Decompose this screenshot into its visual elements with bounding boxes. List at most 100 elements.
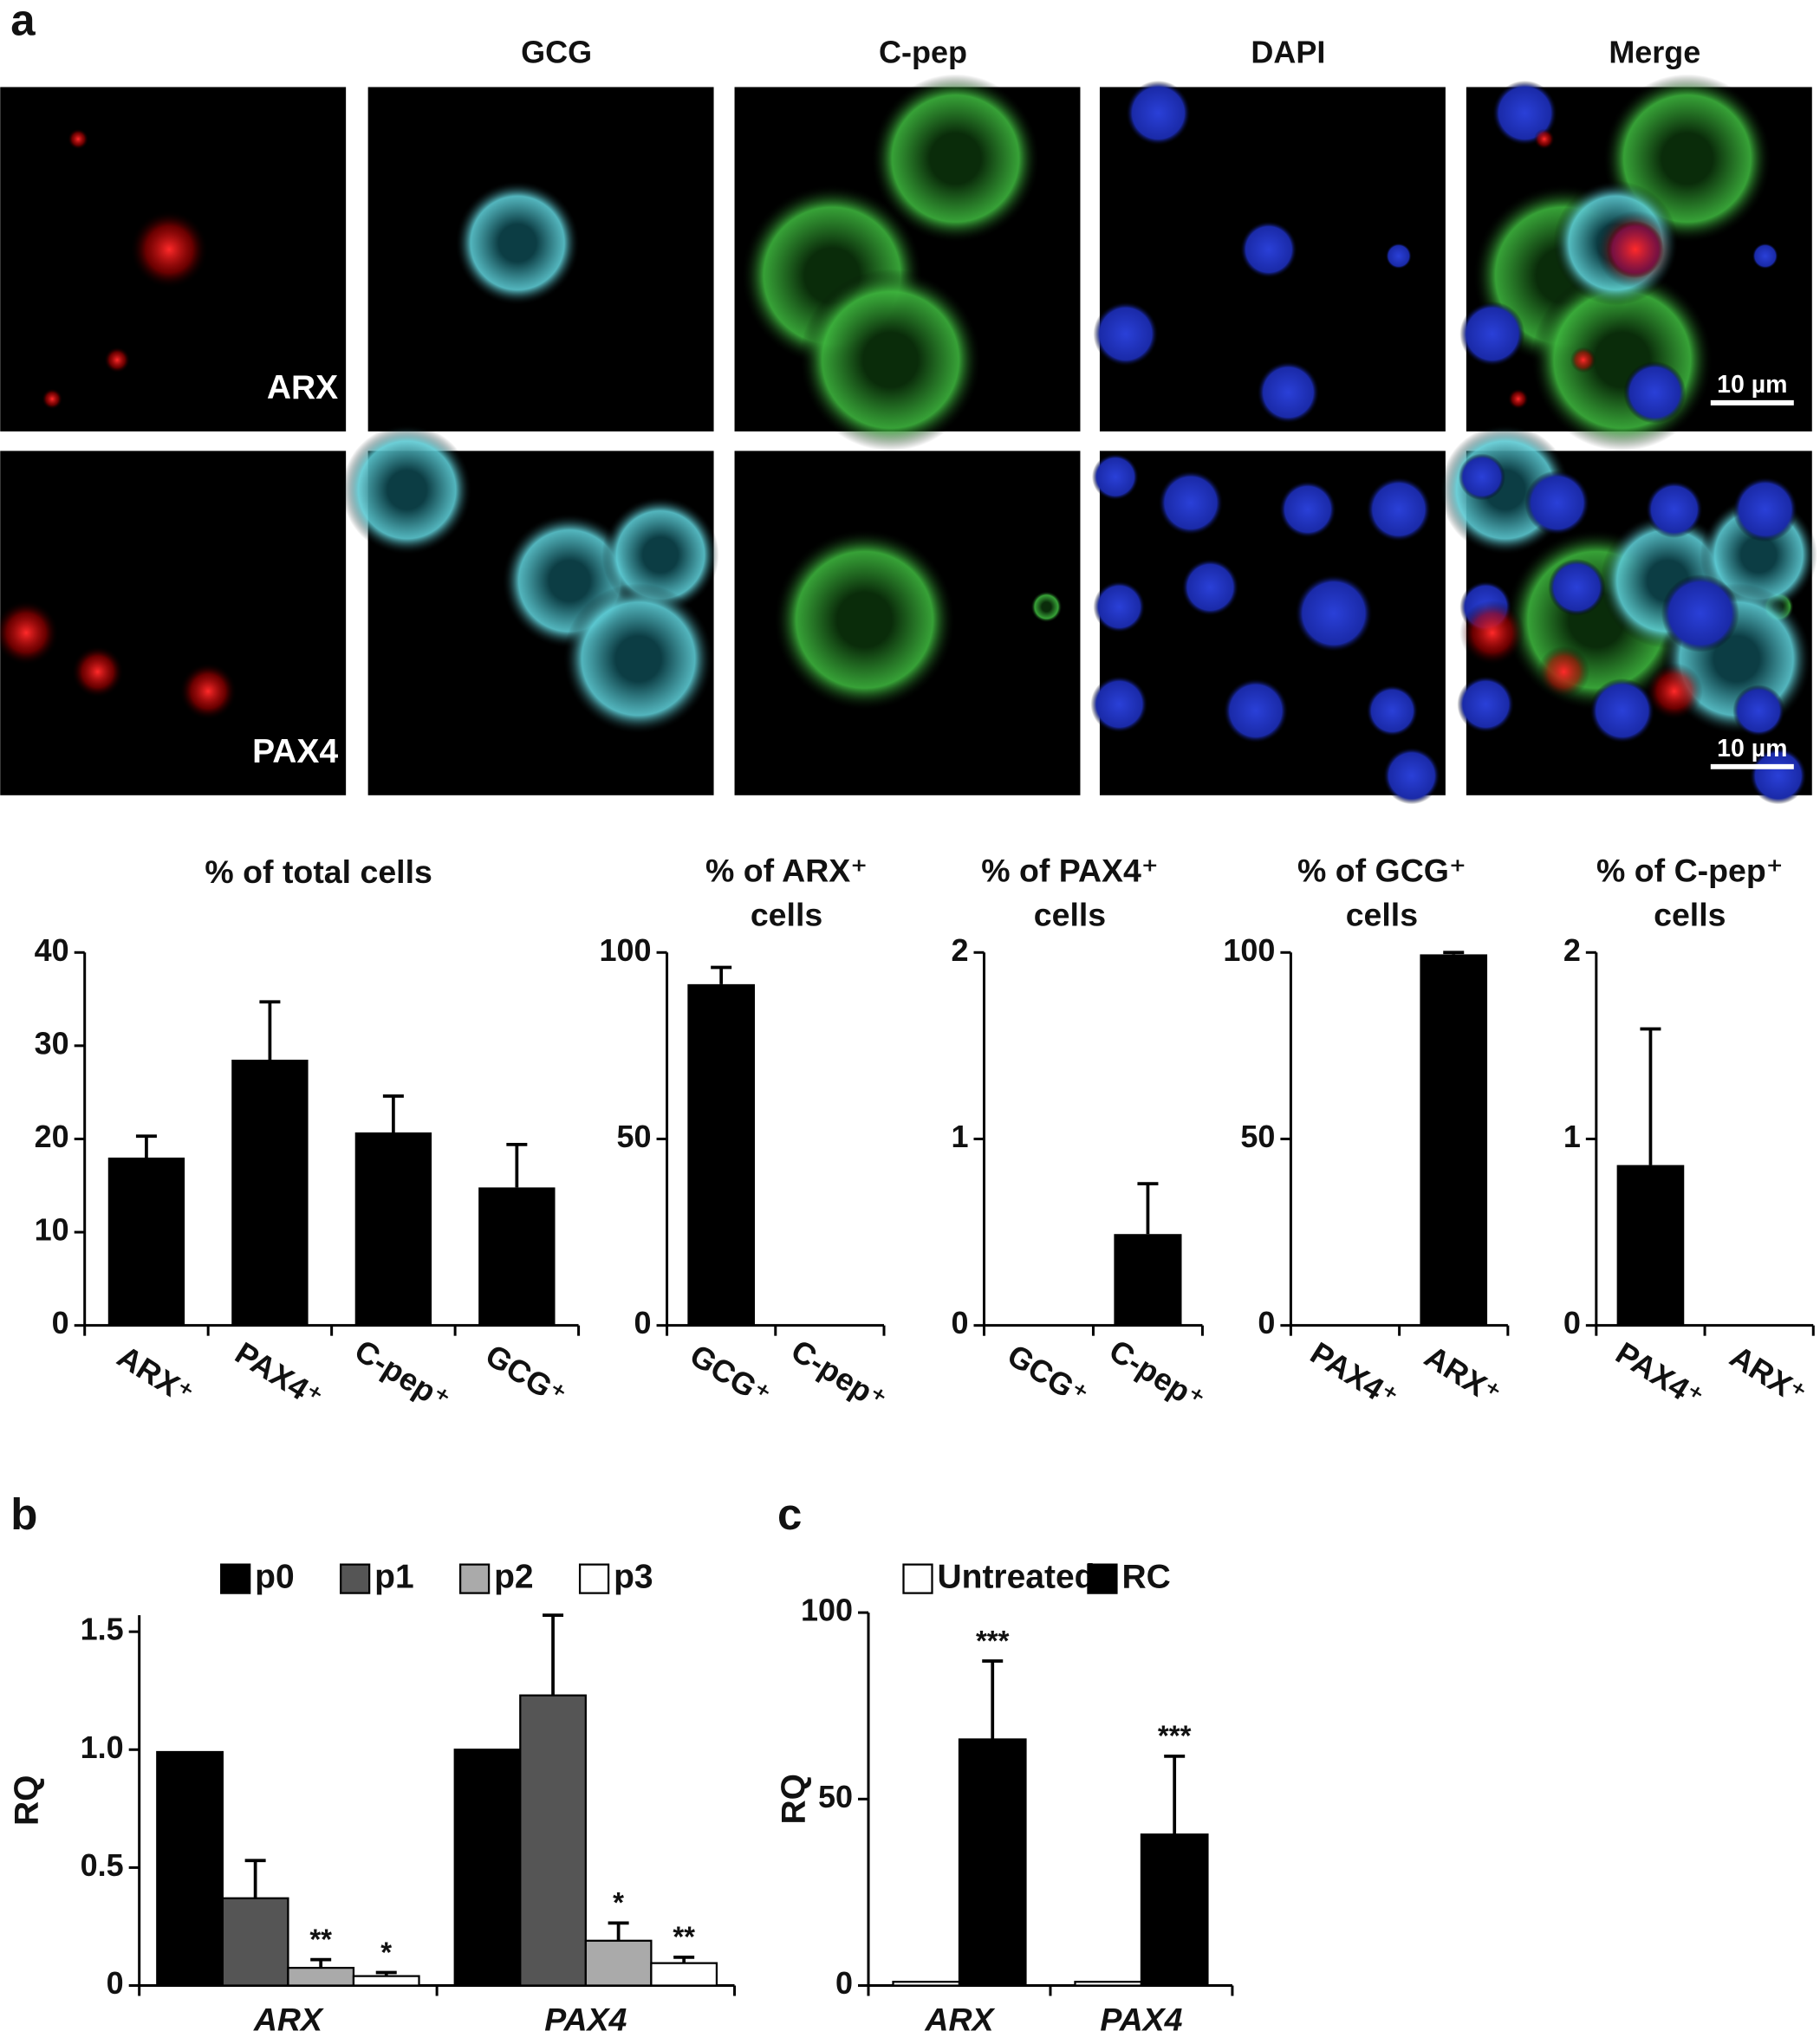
cell-blob	[1093, 301, 1159, 367]
panel-label: c	[777, 1489, 802, 1539]
chart-title: cells	[1034, 897, 1106, 933]
chart-title: cells	[751, 897, 822, 933]
chart-title: % of GCG⁺	[1297, 853, 1466, 889]
y-tick-label: 0	[52, 1305, 69, 1340]
y-tick-label: 100	[1223, 932, 1275, 968]
legend-label: p2	[494, 1558, 533, 1595]
cell-blob	[1093, 581, 1146, 633]
cell-blob	[562, 583, 714, 735]
cell-blob	[104, 347, 131, 373]
x-tick-label: GCG⁺	[684, 1337, 777, 1413]
cell-blob	[130, 210, 209, 289]
column-header: DAPI	[1251, 34, 1325, 69]
x-tick-label: C-pep⁺	[1103, 1333, 1211, 1418]
y-tick-label: 1.0	[81, 1729, 124, 1765]
cell-blob	[1752, 243, 1778, 269]
cell-blob	[1125, 80, 1191, 146]
cell-blob	[1645, 662, 1703, 720]
y-tick-label: 0.5	[81, 1847, 124, 1883]
bar	[892, 1981, 961, 1987]
legend-swatch	[1087, 1563, 1118, 1594]
cell-blob	[1507, 388, 1529, 410]
cell-blob	[1458, 453, 1505, 501]
cell-blob	[1732, 477, 1798, 542]
legend-label: Untreated	[937, 1558, 1095, 1595]
cell-blob	[773, 529, 956, 711]
cell-blob	[1257, 360, 1320, 424]
y-tick-label: 10	[35, 1212, 69, 1248]
error-bar	[135, 1134, 157, 1158]
x-tick-label: PAX4⁺	[229, 1335, 328, 1416]
significance-label: **	[309, 1923, 332, 1955]
chart-title: % of C-pep⁺	[1596, 853, 1784, 889]
significance-label: ***	[976, 1625, 1010, 1657]
bar	[107, 1157, 185, 1326]
bar	[352, 1975, 420, 1987]
cell-blob	[1661, 574, 1739, 652]
bar	[958, 1738, 1027, 1987]
cell-blob	[1548, 558, 1606, 616]
legend-label: RC	[1121, 1558, 1170, 1595]
error-bar	[1164, 1754, 1186, 1835]
error-bar	[982, 1659, 1004, 1740]
legend-swatch	[340, 1563, 371, 1594]
cell-blob	[1385, 243, 1412, 269]
cell-blob	[1366, 477, 1432, 542]
chart-title: % of PAX4⁺	[981, 853, 1158, 889]
error-bar	[1443, 951, 1465, 955]
y-tick-label: 0	[1258, 1305, 1275, 1340]
chart-title: cells	[1346, 897, 1418, 933]
cell-blob	[1366, 685, 1419, 737]
x-tick-label: ARX⁺	[1724, 1339, 1812, 1412]
y-tick-label: 2	[1563, 932, 1581, 968]
row-label: PAX4	[252, 733, 338, 770]
bar	[1114, 1234, 1182, 1326]
scale-bar-label: 10 µm	[1717, 735, 1787, 762]
error-bar	[1640, 1027, 1661, 1165]
y-tick-label: 1	[951, 1119, 968, 1154]
y-tick-label: 50	[818, 1779, 853, 1814]
y-tick-label: 50	[617, 1119, 652, 1154]
error-bar	[244, 1859, 266, 1898]
cell-blob	[0, 600, 59, 665]
cell-blob	[341, 425, 472, 555]
cell-blob	[1091, 453, 1139, 501]
legend-swatch	[220, 1563, 251, 1594]
y-tick-label: 0	[634, 1305, 652, 1340]
error-bar	[382, 1094, 404, 1132]
chart-title: % of ARX⁺	[705, 853, 868, 889]
cell-blob	[1181, 558, 1239, 616]
cell-blob	[42, 388, 63, 410]
bar	[519, 1694, 587, 1987]
cell-blob	[1294, 574, 1373, 652]
y-tick-label: 0	[951, 1305, 968, 1340]
legend-label: p1	[374, 1558, 414, 1595]
row-label: ARX	[267, 369, 338, 406]
cell-blob	[455, 180, 581, 306]
error-bar	[506, 1143, 528, 1188]
x-tick-label: PAX4	[1100, 2001, 1182, 2037]
cell-blob	[71, 646, 124, 698]
y-tick-label: 100	[600, 932, 652, 968]
legend-swatch	[458, 1563, 491, 1594]
panel-label: a	[10, 0, 36, 44]
bar	[287, 1966, 355, 1987]
bar	[1616, 1165, 1685, 1326]
bar	[231, 1060, 309, 1326]
cell-blob	[1645, 480, 1703, 538]
x-tick-label: PAX4	[544, 2001, 627, 2037]
x-tick-label: ARX⁺	[1419, 1339, 1507, 1412]
cell-blob	[1382, 747, 1440, 805]
error-bar	[259, 1000, 281, 1061]
error-bar	[711, 965, 732, 984]
column-header: GCG	[521, 34, 592, 69]
bar	[1074, 1981, 1143, 1987]
error-bar	[375, 1970, 397, 1976]
error-bar	[543, 1613, 564, 1696]
significance-label: *	[613, 1886, 624, 1918]
panel-label: b	[10, 1489, 37, 1539]
cell-blob	[1457, 675, 1515, 733]
cell-blob	[1749, 747, 1807, 805]
